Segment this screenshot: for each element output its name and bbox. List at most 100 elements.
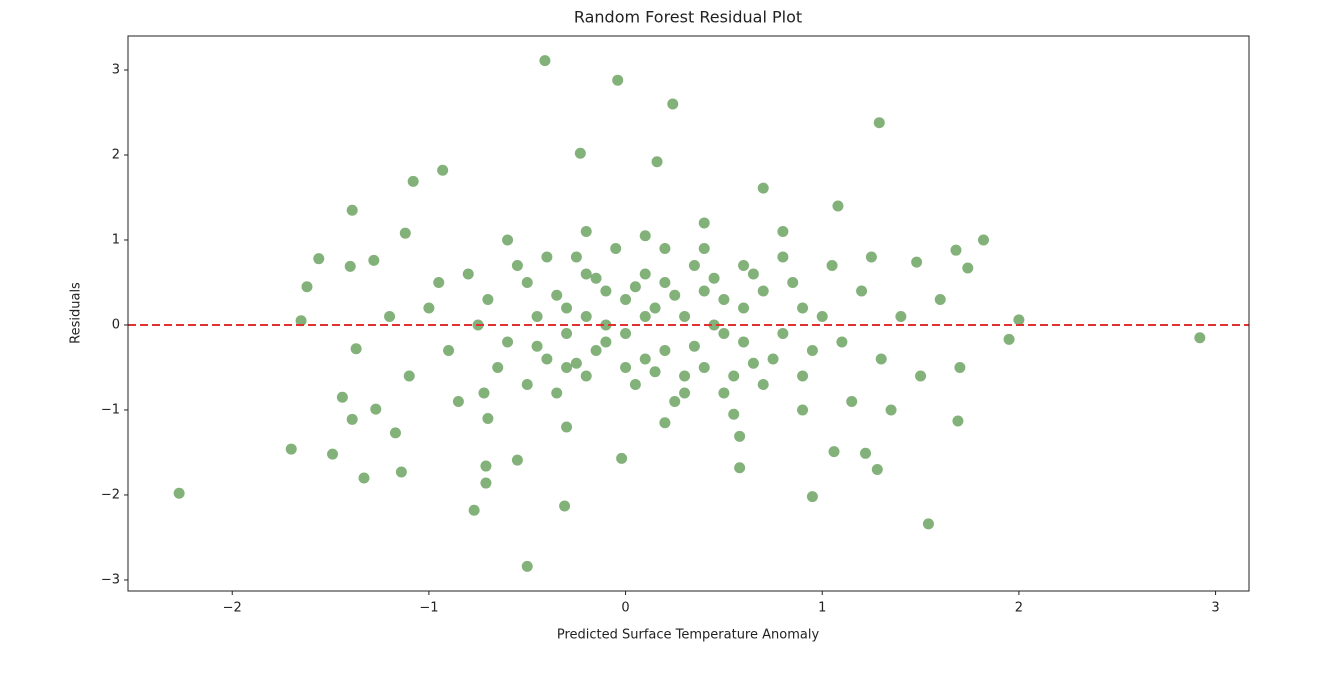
point xyxy=(669,395,681,407)
point xyxy=(934,293,946,305)
point xyxy=(395,466,407,478)
point xyxy=(860,447,871,459)
point xyxy=(531,340,543,352)
point xyxy=(797,404,809,416)
point xyxy=(659,276,671,288)
point xyxy=(734,430,746,442)
point xyxy=(433,276,445,288)
point xyxy=(651,156,663,168)
chart-title: Random Forest Residual Plot xyxy=(574,8,802,27)
point xyxy=(629,281,641,293)
point xyxy=(679,370,691,382)
point xyxy=(922,518,934,530)
point xyxy=(649,366,661,378)
point xyxy=(659,417,671,429)
point xyxy=(895,310,907,322)
y-tick-label: 3 xyxy=(112,62,120,77)
point xyxy=(539,55,551,67)
point xyxy=(767,353,779,365)
point xyxy=(738,302,750,314)
point xyxy=(856,285,868,297)
y-axis-label: Residuals xyxy=(69,282,84,344)
point xyxy=(757,182,769,194)
point xyxy=(452,395,464,407)
point xyxy=(777,327,789,339)
point xyxy=(616,452,628,464)
point xyxy=(875,353,887,365)
x-tick-label: 0 xyxy=(621,601,629,616)
point xyxy=(639,310,651,322)
point xyxy=(600,285,612,297)
point xyxy=(871,463,883,475)
x-tick-label: −2 xyxy=(223,601,242,616)
point xyxy=(570,357,582,369)
point xyxy=(1013,314,1025,326)
point xyxy=(423,302,435,314)
point xyxy=(669,289,681,301)
point xyxy=(580,310,592,322)
point xyxy=(612,74,624,86)
point xyxy=(551,289,563,301)
point xyxy=(346,204,358,216)
point xyxy=(865,251,877,263)
point xyxy=(797,370,809,382)
y-tick-label: −1 xyxy=(101,402,120,417)
point xyxy=(346,413,358,425)
point xyxy=(698,361,710,373)
point xyxy=(688,259,700,271)
y-tick-label: −3 xyxy=(101,572,120,587)
point xyxy=(659,344,671,356)
point xyxy=(561,302,573,314)
point xyxy=(541,251,553,263)
point xyxy=(336,391,348,403)
point xyxy=(511,259,523,271)
point xyxy=(620,361,632,373)
point xyxy=(521,276,533,288)
point xyxy=(301,281,313,293)
point xyxy=(403,370,415,382)
point xyxy=(478,387,490,399)
point xyxy=(541,353,553,365)
point xyxy=(688,340,700,352)
point xyxy=(600,336,612,348)
x-axis-label: Predicted Surface Temperature Anomaly xyxy=(557,628,820,643)
point xyxy=(1194,332,1206,344)
point xyxy=(620,327,632,339)
point xyxy=(718,327,730,339)
x-tick-label: 2 xyxy=(1015,601,1023,616)
point xyxy=(295,315,307,327)
point xyxy=(551,387,563,399)
point xyxy=(502,234,514,246)
point xyxy=(639,353,651,365)
point xyxy=(574,147,586,159)
point xyxy=(777,225,789,237)
point xyxy=(384,310,396,322)
point xyxy=(747,357,759,369)
point xyxy=(580,225,592,237)
point xyxy=(492,361,504,373)
point xyxy=(747,268,759,280)
plot-frame xyxy=(127,35,1250,592)
point xyxy=(629,378,641,390)
point xyxy=(620,293,632,305)
point xyxy=(698,285,710,297)
point xyxy=(639,230,651,242)
point xyxy=(950,244,962,256)
point xyxy=(313,253,325,265)
point xyxy=(757,285,769,297)
y-tick-label: 1 xyxy=(112,232,120,247)
point xyxy=(437,164,449,176)
point xyxy=(559,500,571,512)
point xyxy=(738,336,750,348)
point xyxy=(787,276,799,288)
point xyxy=(846,395,858,407)
point xyxy=(561,361,573,373)
point xyxy=(350,343,362,355)
point xyxy=(826,259,838,271)
x-tick-label: 3 xyxy=(1211,601,1219,616)
point xyxy=(344,260,356,272)
point xyxy=(734,462,746,474)
point xyxy=(962,262,974,274)
point xyxy=(570,251,582,263)
point xyxy=(1003,333,1015,345)
